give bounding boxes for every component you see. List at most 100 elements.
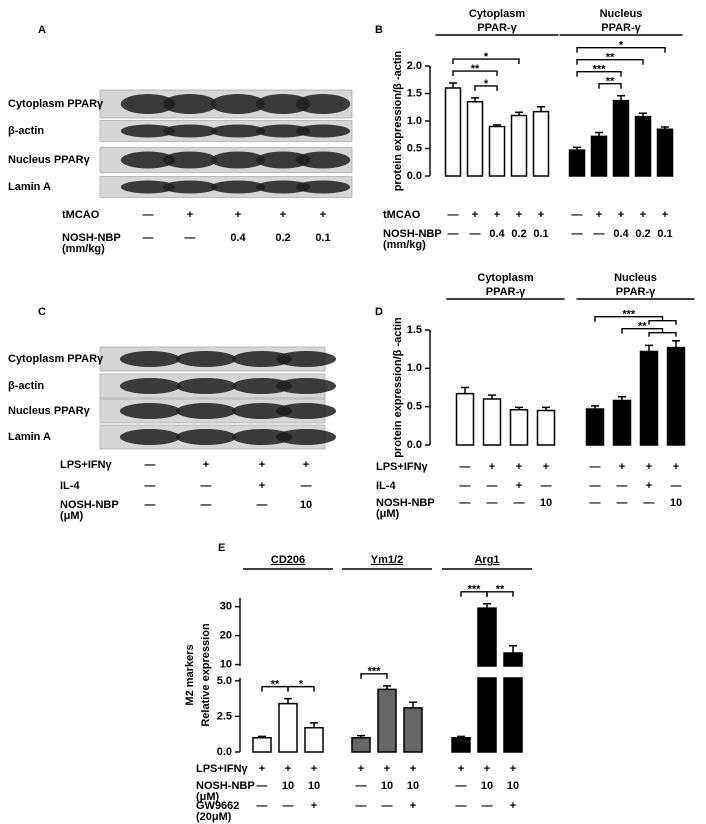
y-tick-label: 0.5 bbox=[407, 401, 422, 413]
condition-cell: + bbox=[259, 459, 265, 471]
condition-cell: — bbox=[460, 461, 471, 473]
blot-band bbox=[119, 378, 181, 394]
blot-band bbox=[119, 351, 181, 367]
y-axis-label: M2 markers bbox=[184, 644, 196, 705]
condition-label: NOSH-NBP bbox=[383, 228, 442, 240]
error-bar bbox=[258, 735, 266, 738]
condition-cell: 10 bbox=[300, 499, 312, 511]
blot-band bbox=[120, 151, 176, 169]
condition-cell: + bbox=[646, 461, 652, 473]
blot-band bbox=[231, 351, 293, 367]
condition-cell: + bbox=[543, 461, 549, 473]
condition-cell: + bbox=[187, 209, 193, 221]
condition-cell: + bbox=[516, 480, 522, 492]
blot-band bbox=[295, 94, 351, 114]
error-bar bbox=[449, 82, 457, 88]
blot-band bbox=[175, 351, 237, 367]
significance-bracket bbox=[474, 85, 498, 91]
condition-cell: + bbox=[280, 209, 286, 221]
error-bar bbox=[591, 405, 599, 409]
blot-band bbox=[231, 378, 293, 394]
condition-cell: 0.4 bbox=[230, 232, 246, 244]
bar bbox=[612, 399, 632, 446]
condition-cell: + bbox=[619, 461, 625, 473]
y-tick-label: 2.0 bbox=[407, 60, 422, 72]
error-bar bbox=[409, 701, 417, 708]
error-bar bbox=[457, 735, 465, 738]
group-title: Nucleus bbox=[600, 8, 643, 20]
condition-cell: + bbox=[472, 209, 478, 221]
condition-cell: — bbox=[590, 497, 601, 509]
condition-cell: 10 bbox=[282, 780, 294, 792]
bar bbox=[482, 398, 502, 446]
condition-cell: 10 bbox=[481, 780, 493, 792]
condition-unit: (μM) bbox=[196, 791, 220, 803]
error-bar bbox=[617, 94, 625, 101]
y-axis-label: protein expression/β -actin bbox=[392, 317, 404, 458]
bar bbox=[509, 408, 529, 446]
condition-cell: — bbox=[257, 800, 268, 812]
blot-row-label: β-actin bbox=[8, 125, 44, 137]
blot-band bbox=[275, 378, 337, 394]
condition-cell: + bbox=[320, 209, 326, 221]
blot-band bbox=[120, 180, 176, 194]
blot-band bbox=[162, 94, 218, 114]
significance-bracket bbox=[486, 591, 514, 597]
condition-cell: + bbox=[516, 461, 522, 473]
condition-unit: (μM) bbox=[376, 508, 400, 520]
condition-cell: 10 bbox=[308, 780, 320, 792]
condition-label: IL-4 bbox=[376, 480, 396, 492]
condition-unit: (mm/kg) bbox=[62, 243, 105, 255]
blot-band bbox=[255, 151, 311, 169]
error-bar bbox=[357, 734, 365, 738]
blot-band bbox=[175, 378, 237, 394]
bar bbox=[510, 114, 528, 177]
bar bbox=[466, 101, 484, 177]
condition-cell: + bbox=[673, 461, 679, 473]
significance-bracket bbox=[287, 685, 315, 692]
condition-cell: + bbox=[510, 763, 516, 775]
significance-label: * bbox=[619, 40, 624, 52]
condition-cell: — bbox=[301, 480, 312, 492]
panel-letter: E bbox=[218, 542, 225, 554]
y-tick-label: 0.0 bbox=[217, 746, 232, 758]
blot-row-label: Nucleus PPARγ bbox=[8, 154, 91, 166]
error-bar bbox=[645, 344, 653, 352]
panel-letter: D bbox=[375, 306, 383, 318]
condition-cell: 10 bbox=[507, 780, 519, 792]
condition-unit: (20μM) bbox=[196, 811, 232, 823]
bar bbox=[666, 346, 686, 446]
condition-cell: — bbox=[201, 480, 212, 492]
condition-cell: — bbox=[145, 459, 156, 471]
y-tick-label: 2.5 bbox=[217, 710, 232, 722]
significance-label: * bbox=[299, 679, 304, 691]
condition-cell: + bbox=[646, 480, 652, 492]
condition-cell: + bbox=[285, 763, 291, 775]
bar bbox=[278, 702, 298, 753]
condition-cell: — bbox=[487, 497, 498, 509]
significance-bracket bbox=[594, 316, 677, 325]
bar bbox=[532, 110, 550, 177]
error-bar bbox=[515, 111, 523, 116]
condition-cell: — bbox=[283, 800, 294, 812]
condition-cell: + bbox=[538, 209, 544, 221]
condition-cell: — bbox=[470, 228, 481, 240]
bar bbox=[477, 607, 497, 753]
panel-letter: C bbox=[38, 306, 46, 318]
condition-cell: + bbox=[358, 763, 364, 775]
blot-band bbox=[162, 124, 218, 138]
significance-bracket bbox=[598, 83, 622, 89]
blot-band bbox=[275, 429, 337, 445]
group-title: Ym1/2 bbox=[371, 554, 403, 566]
blot-band bbox=[120, 124, 176, 138]
error-bar bbox=[542, 406, 550, 411]
condition-cell: — bbox=[617, 480, 628, 492]
y-tick-label: 5.0 bbox=[217, 675, 232, 687]
condition-cell: + bbox=[618, 209, 624, 221]
group-subtitle: PPAR-γ bbox=[486, 286, 526, 298]
panel-letter: A bbox=[38, 24, 46, 36]
bar bbox=[455, 392, 475, 446]
bar bbox=[585, 408, 605, 446]
error-bar bbox=[383, 685, 391, 690]
condition-cell: 0.2 bbox=[635, 228, 650, 240]
